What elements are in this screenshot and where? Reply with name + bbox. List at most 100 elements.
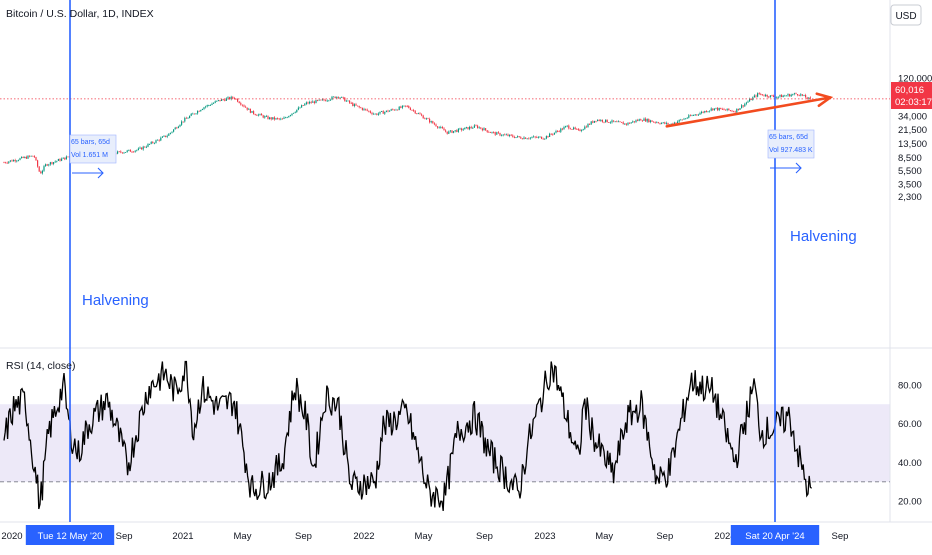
currency-button[interactable] — [890, 4, 922, 26]
candle-body — [574, 127, 576, 129]
time-axis-label: Sep — [656, 531, 673, 542]
price-pane — [0, 92, 890, 175]
candle-body — [768, 96, 770, 98]
candle-body — [397, 109, 399, 111]
candle-body — [581, 130, 583, 131]
time-axis-label: May — [234, 531, 252, 542]
candle-body — [390, 109, 392, 111]
candle-body — [152, 141, 154, 143]
candle-body — [713, 108, 715, 111]
candle-body — [5, 162, 7, 164]
candle-body — [781, 94, 783, 98]
candle-body — [729, 110, 731, 111]
candle-body — [496, 132, 498, 135]
candle-body — [446, 131, 448, 134]
candle-body — [41, 170, 43, 174]
last-price-badge: 60,016 02:03:17 — [891, 82, 932, 109]
candle-body — [689, 115, 691, 117]
candle-body — [566, 125, 568, 127]
candle-body — [755, 95, 757, 97]
candle-body — [558, 131, 560, 132]
candle-body — [366, 109, 368, 111]
candle-body — [145, 146, 147, 148]
rsi-tick-label: 20.00 — [898, 497, 922, 508]
candle-body — [635, 120, 637, 122]
candle-body — [600, 119, 602, 121]
candle-body — [353, 104, 355, 107]
rsi-axis[interactable]: 80.00 60.00 40.00 20.00 — [898, 380, 922, 507]
candle-body — [718, 107, 720, 111]
candle-body — [595, 120, 597, 122]
candle-body — [304, 103, 306, 106]
candle-body — [432, 121, 434, 124]
time-axis[interactable]: 2020 Tue 12 May '20 Sep 2021 May Sep 2022 May Se… — [1, 525, 848, 545]
candle-body — [195, 113, 197, 115]
rsi-indicator-label[interactable]: RSI (14, close) — [6, 360, 75, 372]
candle-body — [685, 118, 687, 120]
candle-body — [803, 95, 805, 96]
candle-body — [411, 109, 413, 111]
candle-body — [408, 106, 410, 109]
candle-body — [312, 101, 314, 103]
candle-body — [321, 99, 323, 101]
candle-body — [9, 160, 11, 162]
time-axis-label: 2020 — [1, 531, 22, 542]
candle-body — [480, 127, 482, 129]
candle-body — [648, 119, 650, 123]
candle-body — [401, 105, 403, 108]
candle-body — [355, 104, 357, 106]
candle-body — [189, 115, 191, 118]
candle-body — [541, 136, 543, 139]
candle-body — [413, 110, 415, 111]
candle-body — [624, 123, 626, 125]
candle-body — [424, 118, 426, 120]
candle-body — [443, 128, 445, 131]
candle-body — [206, 105, 208, 107]
candle-body — [731, 110, 733, 112]
candle-body — [681, 119, 683, 121]
candle-body — [169, 132, 171, 134]
time-axis-highlight — [730, 525, 820, 545]
candle-body — [646, 119, 648, 122]
candle-body — [360, 107, 362, 109]
candle-body — [299, 107, 301, 109]
candle-body — [637, 120, 639, 121]
candle-body — [297, 107, 299, 110]
candle-body — [425, 118, 427, 120]
halvening-label: Halvening — [82, 292, 149, 309]
candle-body — [165, 135, 167, 137]
candle-body — [363, 108, 365, 110]
candle-body — [153, 142, 155, 144]
candle-body — [248, 108, 250, 110]
candle-body — [715, 107, 717, 109]
rsi-band — [0, 404, 890, 482]
candle-body — [702, 111, 704, 113]
candle-body — [309, 101, 311, 104]
candle-body — [275, 118, 277, 120]
candle-body — [502, 134, 504, 136]
candle-body — [465, 127, 467, 128]
candle-body — [549, 133, 551, 137]
candle-body — [382, 111, 384, 114]
candle-body — [758, 93, 760, 94]
candle-body — [667, 122, 669, 125]
candle-body — [385, 110, 387, 112]
candle-body — [493, 132, 495, 133]
candle-body — [238, 101, 240, 104]
candle-body — [737, 108, 739, 110]
time-axis-label-highlighted: Tue 12 May '20 — [38, 531, 103, 542]
overlay-drawings[interactable]: Halvening Halvening 65 bars, 65d Vol 1.651 … — [69, 0, 857, 522]
currency-label: USD — [895, 11, 916, 22]
candle-body — [619, 121, 621, 123]
candle-body — [472, 127, 474, 129]
candle-body — [611, 120, 613, 123]
candle-body — [405, 105, 407, 107]
candle-body — [601, 119, 603, 122]
candle-body — [371, 112, 373, 115]
candle-body — [542, 138, 544, 140]
candle-body — [673, 122, 675, 125]
candle-body — [233, 98, 235, 99]
candle-body — [400, 106, 402, 108]
